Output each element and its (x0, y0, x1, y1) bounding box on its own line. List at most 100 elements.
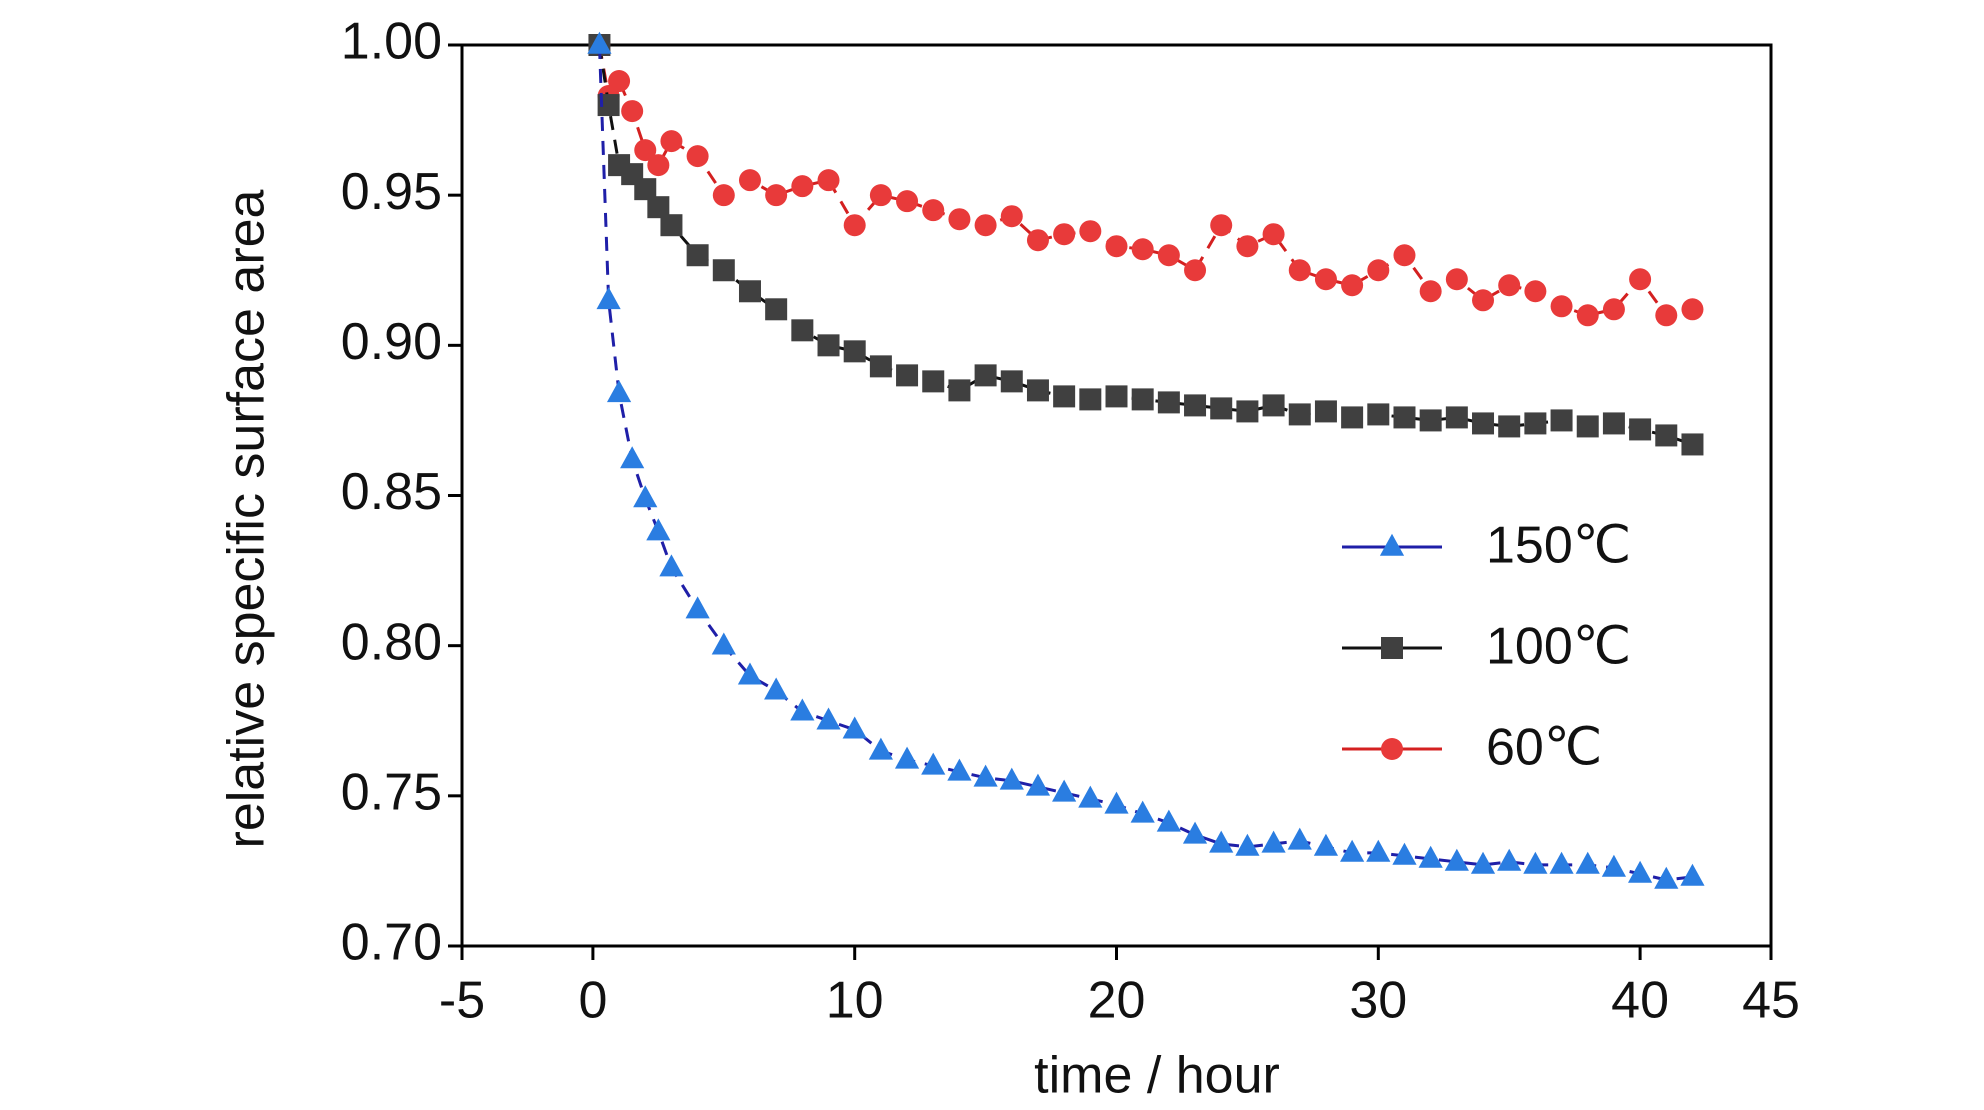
marker (1157, 391, 1180, 414)
marker (1524, 412, 1547, 435)
marker (1601, 854, 1627, 877)
marker (1314, 400, 1337, 423)
marker (1498, 415, 1521, 438)
marker (1236, 400, 1259, 423)
x-tick-label: 0 (578, 972, 607, 1030)
marker (921, 752, 946, 775)
marker (922, 199, 945, 222)
marker (1524, 280, 1547, 303)
marker (1472, 289, 1495, 312)
marker (896, 364, 919, 387)
marker (737, 662, 763, 685)
series (587, 31, 1705, 889)
marker (1393, 244, 1416, 267)
marker (1523, 851, 1548, 874)
marker (1131, 238, 1154, 261)
marker (1341, 274, 1364, 297)
marker (1184, 394, 1207, 417)
series-line (597, 44, 1693, 446)
marker (791, 319, 814, 342)
x-tick-label: 30 (1349, 972, 1407, 1030)
marker (1419, 280, 1442, 303)
marker (1210, 214, 1233, 237)
marker (1209, 830, 1234, 853)
legend-marker (1381, 637, 1403, 659)
marker (711, 632, 736, 655)
marker (1497, 848, 1522, 871)
marker (1341, 406, 1364, 429)
marker (1629, 418, 1652, 441)
marker (1654, 866, 1679, 889)
marker (659, 554, 684, 577)
marker (621, 100, 644, 123)
marker (1393, 406, 1416, 429)
marker (587, 31, 612, 54)
marker (1104, 791, 1129, 814)
marker (1444, 848, 1469, 871)
marker (660, 130, 683, 153)
legend-label: 100℃ (1486, 618, 1631, 676)
marker (1681, 433, 1704, 456)
legend-marker (1381, 738, 1403, 760)
marker (1261, 830, 1286, 853)
marker (973, 764, 998, 787)
marker (1079, 220, 1102, 243)
legend-marker (1379, 533, 1405, 556)
marker (817, 169, 840, 192)
marker (1053, 385, 1076, 408)
series (588, 34, 1704, 456)
marker (1367, 259, 1390, 282)
marker (647, 154, 670, 177)
marker (1079, 388, 1102, 411)
marker (1602, 412, 1625, 435)
marker (685, 596, 710, 619)
marker (974, 364, 997, 387)
marker (1157, 244, 1180, 267)
marker (1367, 403, 1390, 426)
marker (948, 208, 971, 231)
marker (1498, 274, 1521, 297)
marker (817, 334, 840, 357)
marker (1313, 833, 1339, 856)
marker (1131, 388, 1154, 411)
marker (1182, 821, 1208, 844)
marker (633, 485, 658, 508)
marker (1262, 223, 1285, 246)
series (588, 34, 1704, 327)
marker (791, 175, 814, 198)
marker (1550, 409, 1573, 432)
x-axis-label: time / hour (1034, 1047, 1280, 1105)
marker (896, 190, 919, 213)
marker (1026, 379, 1049, 402)
marker (1262, 394, 1285, 417)
marker (922, 370, 945, 393)
marker (620, 446, 645, 469)
marker (646, 518, 671, 541)
marker (1418, 845, 1443, 868)
y-tick-label: 0.90 (341, 313, 442, 371)
marker (869, 184, 892, 207)
x-tick-label: 10 (826, 972, 884, 1030)
marker (634, 139, 657, 162)
marker (1472, 412, 1495, 435)
marker (1235, 833, 1260, 856)
marker (712, 184, 735, 207)
marker (843, 214, 866, 237)
marker (608, 70, 631, 93)
y-tick-label: 0.85 (341, 463, 442, 521)
y-tick-label: 1.00 (341, 13, 442, 71)
marker (1576, 304, 1599, 327)
marker (1026, 229, 1049, 252)
marker (1340, 839, 1365, 862)
marker (660, 214, 683, 237)
marker (686, 244, 709, 267)
marker (816, 707, 841, 730)
marker (1156, 809, 1181, 832)
marker (738, 169, 761, 192)
marker (1366, 839, 1391, 862)
marker (1053, 223, 1076, 246)
legend-label: 150℃ (1486, 517, 1631, 575)
marker (1629, 268, 1652, 291)
marker (1052, 779, 1077, 802)
y-tick-label: 0.75 (341, 764, 442, 822)
